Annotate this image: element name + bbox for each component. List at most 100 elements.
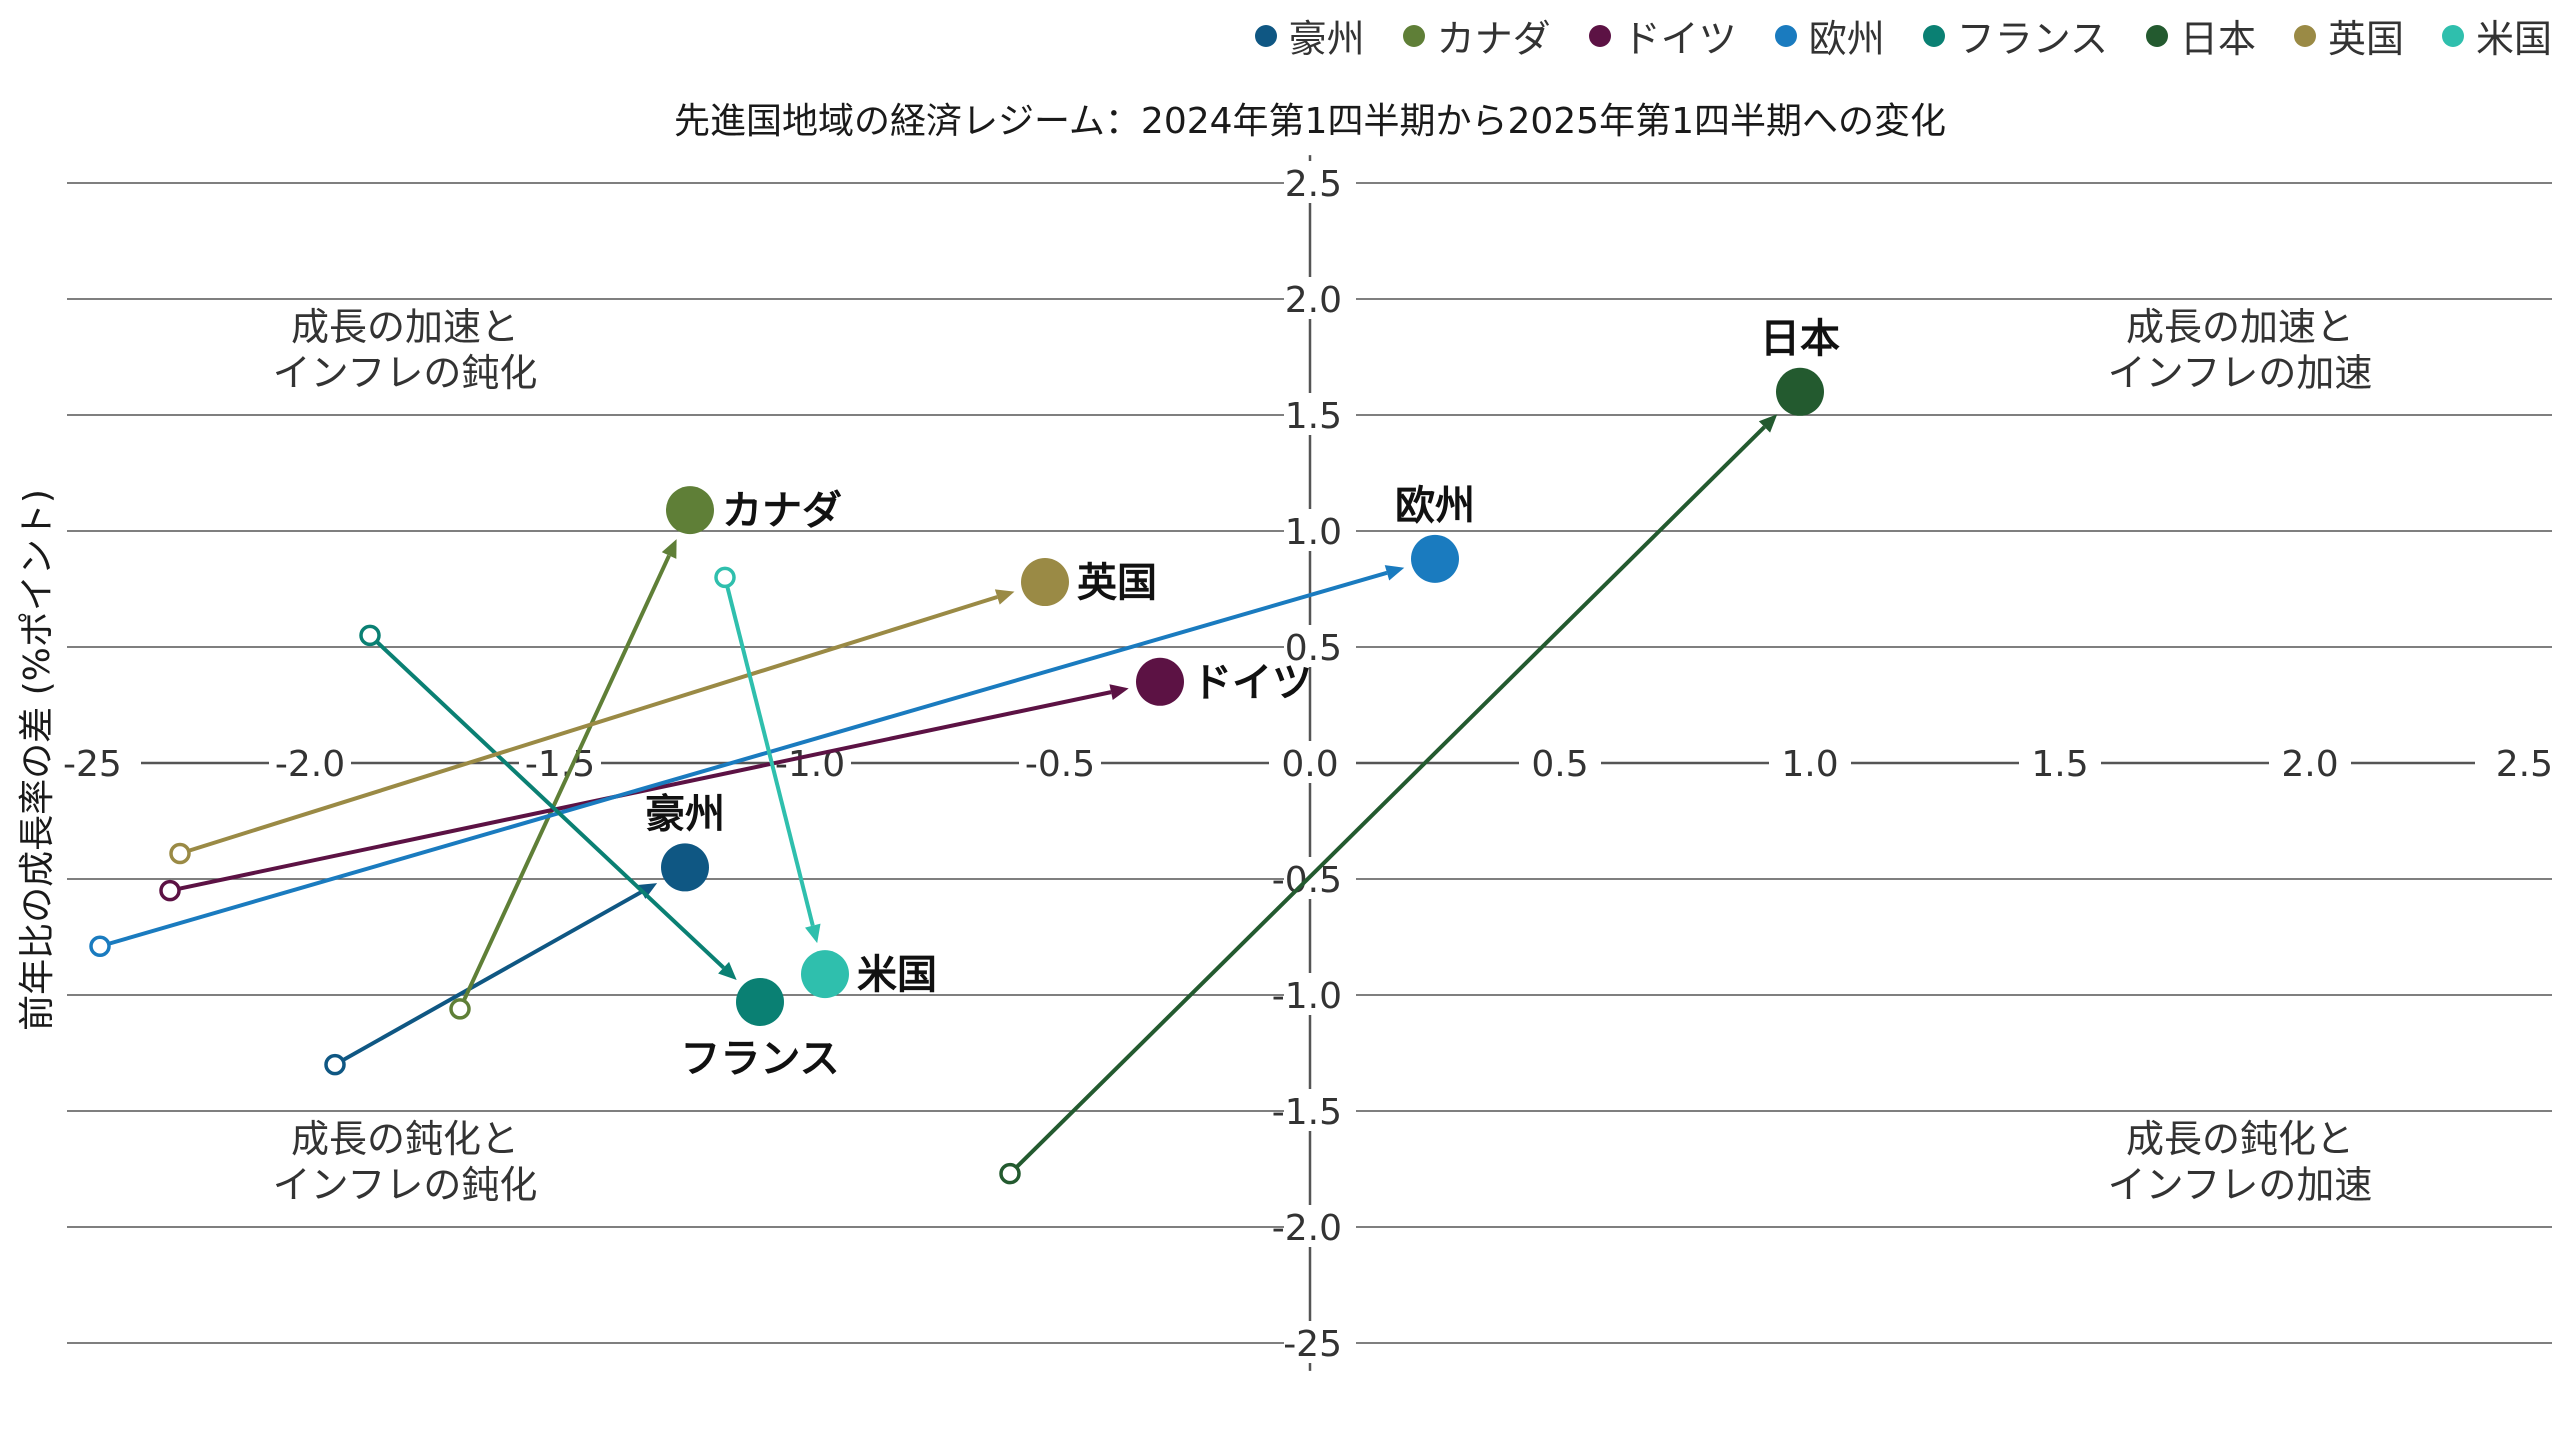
x-tick-label: 1.0 (1781, 744, 1838, 785)
x-tick-bg (1269, 741, 1351, 783)
arrow-head (1384, 565, 1405, 581)
x-tick-label: 2.0 (2281, 744, 2338, 785)
x-tick-label: -2.0 (275, 744, 345, 785)
arrow-head (805, 923, 821, 944)
point-label: 米国 (857, 952, 937, 998)
trajectory-line (1015, 425, 1766, 1169)
legend-swatch (1588, 24, 1611, 47)
y-tick-label: 1.0 (1285, 512, 1342, 553)
end-point (1136, 657, 1184, 706)
quadrant-label: 成長の鈍化と (2126, 1117, 2354, 1161)
start-point (324, 1053, 346, 1076)
y-tick-label: -2.0 (1272, 1208, 1342, 1249)
legend-swatch (2441, 24, 2464, 47)
y-tick-label: 1.5 (1285, 396, 1342, 437)
x-tick-label: 1.5 (2031, 744, 2088, 785)
quadrant-label: インフレの加速 (2108, 1163, 2373, 1207)
y-tick-label: 2.0 (1285, 280, 1342, 321)
trajectory-line (342, 890, 643, 1062)
legend-item: 英国 (2293, 8, 2404, 63)
y-tick-bg (1284, 973, 1356, 1015)
x-tick-bg (1519, 741, 1601, 783)
y-tick-label: -1.5 (1272, 1092, 1342, 1133)
quadrant-label: インフレの鈍化 (273, 351, 538, 395)
quadrant-label: インフレの鈍化 (273, 1163, 538, 1207)
arrow-head (718, 961, 737, 981)
end-point (736, 977, 784, 1026)
legend-item: 米国 (2441, 8, 2552, 63)
end-point (661, 843, 709, 892)
arrow-head (1109, 684, 1129, 700)
legend-item: 日本 (2145, 8, 2256, 63)
x-tick-label: 2.5 (2496, 744, 2553, 785)
legend-label: 英国 (2327, 17, 2404, 61)
legend-swatch (2145, 24, 2168, 47)
legend-item: ドイツ (1588, 8, 1737, 63)
point-label: フランス (680, 1036, 839, 1082)
x-tick-label: 0.0 (1281, 744, 1338, 785)
trajectory-line (188, 595, 998, 853)
point-label: 日本 (1760, 316, 1840, 362)
y-tick-bg (1284, 1089, 1356, 1131)
start-point (999, 1162, 1021, 1185)
point-label: カナダ (722, 488, 842, 534)
chart-title: 先進国地域の経済レジーム：2024年第1四半期から2025年第1四半期への変化 (674, 101, 1946, 142)
legend-label: 日本 (2179, 17, 2256, 61)
legend-label: ドイツ (1622, 17, 1737, 61)
start-point (169, 842, 191, 865)
end-point (1776, 367, 1824, 416)
arrow-head (661, 539, 677, 559)
arrow-head (637, 883, 658, 899)
x-tick-bg (519, 741, 601, 783)
trajectory-line (375, 640, 725, 970)
legend-label: フランス (1956, 17, 2108, 61)
point-label: ドイツ (1192, 660, 1312, 706)
quadrant-label: インフレの加速 (2108, 351, 2373, 395)
y-tick-bg (1284, 277, 1356, 319)
legend-item: 欧州 (1774, 8, 1885, 63)
legend-swatch (1402, 24, 1425, 47)
x-tick-bg (1769, 741, 1851, 783)
x-tick-bg (269, 741, 351, 783)
start-point (159, 879, 181, 902)
y-tick-bg (1284, 1321, 1356, 1363)
x-tick-bg (2019, 741, 2101, 783)
quadrant-label: 成長の加速と (291, 305, 519, 349)
y-tick-label: -25 (1283, 1324, 1342, 1365)
y-tick-bg (1284, 393, 1356, 435)
legend-swatch (1254, 24, 1277, 47)
y-tick-bg (1284, 509, 1356, 551)
y-tick-bg (1284, 625, 1356, 667)
trajectory-line (179, 690, 1112, 891)
legend-label: 米国 (2475, 17, 2552, 61)
x-tick-label: -25 (63, 744, 122, 785)
start-point (89, 935, 111, 958)
legend-swatch (1774, 24, 1797, 47)
arrow-head (994, 589, 1015, 605)
legend-item: フランス (1922, 8, 2108, 63)
legend-item: 豪州 (1254, 8, 1365, 63)
point-label: 欧州 (1395, 483, 1475, 529)
x-tick-label: -1.5 (525, 744, 595, 785)
x-tick-label: -0.5 (1025, 744, 1095, 785)
x-tick-bg (59, 741, 141, 783)
start-point (449, 998, 471, 1020)
legend-item: カナダ (1402, 8, 1551, 63)
quadrant-label: 成長の加速と (2126, 305, 2354, 349)
legend-label: 欧州 (1808, 17, 1885, 61)
start-point (359, 624, 381, 647)
y-tick-label: -1.0 (1272, 976, 1342, 1017)
x-tick-bg (2269, 741, 2351, 783)
legend: 豪州 カナダ ドイツ 欧州 フランス 日本 英国 米国 (1254, 8, 2552, 63)
point-label: 豪州 (645, 791, 725, 837)
point-label: 英国 (1077, 560, 1157, 606)
quadrant-label: 成長の鈍化と (291, 1117, 519, 1161)
x-tick-bg (1019, 741, 1101, 783)
legend-swatch (1922, 24, 1945, 47)
start-point (714, 566, 736, 589)
y-tick-label: 2.5 (1285, 164, 1342, 205)
trajectory-line (462, 554, 671, 1001)
end-point (801, 950, 849, 999)
legend-label: カナダ (1436, 17, 1551, 61)
trajectory-line (725, 586, 815, 927)
